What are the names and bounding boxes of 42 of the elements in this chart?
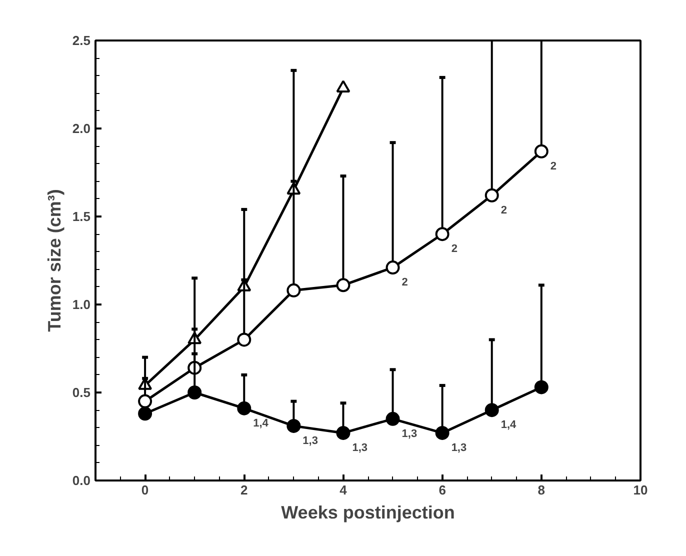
point bbox=[484, 188, 499, 202]
point bbox=[336, 80, 350, 92]
annotation: 2 bbox=[550, 160, 557, 172]
x-tick-label: 2 bbox=[240, 482, 248, 498]
y-tick-label: 2.0 bbox=[72, 121, 91, 136]
x-tick-label: 6 bbox=[438, 482, 446, 498]
x-tick-label: 8 bbox=[538, 482, 546, 498]
annotation: 1,3 bbox=[302, 434, 318, 447]
annotation: 2 bbox=[451, 243, 458, 256]
y-tick-label: 1.5 bbox=[72, 209, 91, 224]
point bbox=[188, 386, 202, 400]
y-tick-label: 2.5 bbox=[72, 33, 91, 48]
y-tick-label: 0.5 bbox=[72, 385, 91, 400]
annotation: 2 bbox=[402, 276, 408, 289]
point bbox=[435, 426, 450, 440]
annotation: 1,3 bbox=[402, 428, 418, 440]
x-axis-title: Weeks postinjection bbox=[281, 502, 455, 522]
y-tick-label: 0.0 bbox=[72, 473, 91, 488]
x-tick-label: 4 bbox=[340, 482, 348, 498]
annotation: 1,4 bbox=[253, 417, 270, 430]
point bbox=[435, 227, 450, 242]
point bbox=[386, 260, 400, 275]
point bbox=[286, 418, 301, 433]
y-tick-label: 1.0 bbox=[72, 297, 91, 312]
point bbox=[138, 406, 152, 421]
point bbox=[237, 332, 252, 347]
point bbox=[534, 380, 548, 394]
point bbox=[484, 403, 499, 418]
point bbox=[336, 426, 350, 440]
annotation: 1,3 bbox=[352, 442, 368, 454]
annotation: 1,4 bbox=[500, 419, 518, 432]
x-tick-label: 0 bbox=[141, 482, 149, 498]
point bbox=[386, 412, 400, 426]
annotation: 1,3 bbox=[451, 442, 467, 454]
annotation: 2 bbox=[500, 204, 507, 216]
x-tick-label: 10 bbox=[633, 482, 648, 498]
point bbox=[237, 401, 252, 416]
point bbox=[534, 144, 548, 158]
point bbox=[336, 278, 350, 292]
point bbox=[138, 394, 152, 408]
point bbox=[286, 283, 301, 298]
y-axis-title: Tumor size (cm³) bbox=[44, 189, 64, 332]
